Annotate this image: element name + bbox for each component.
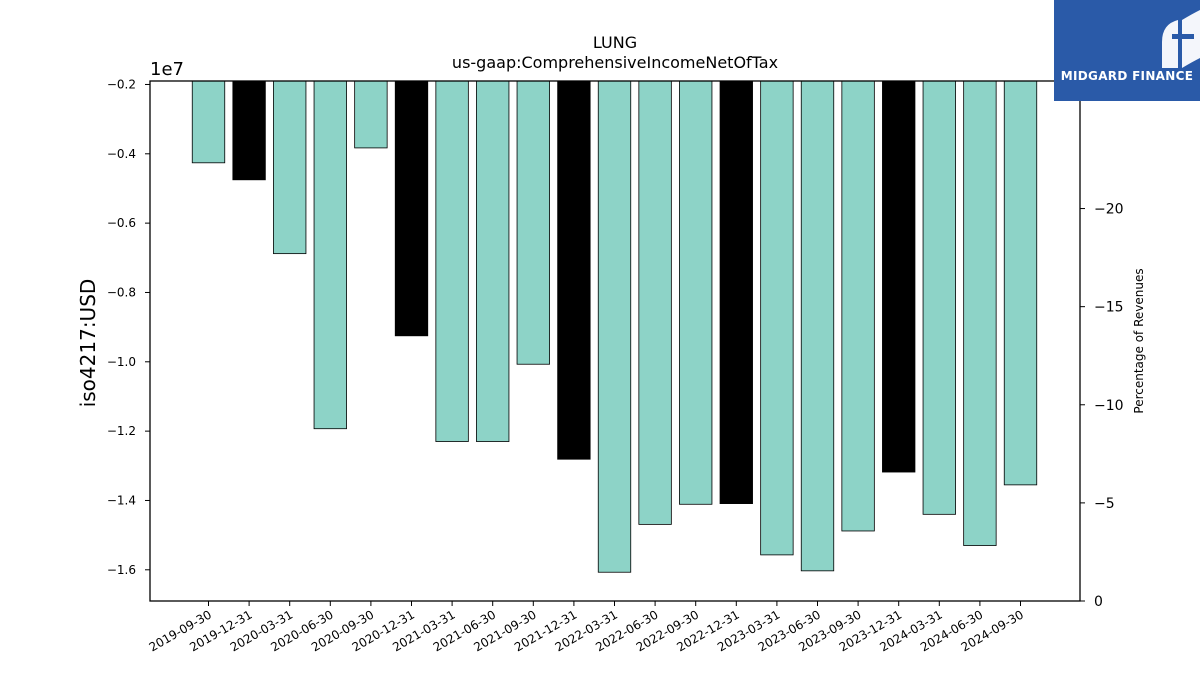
y2-tick-label: −15 [1094,300,1124,316]
y-axis-label: iso4217:USD [76,279,100,408]
bar-2024-03-31 [922,80,956,515]
plot-frame [149,80,1081,602]
bar-2022-12-31 [719,80,753,504]
bar-2023-06-30 [800,80,835,572]
y2-axis: −20 −15 −10 −5 0 [1080,202,1124,610]
chart-title: LUNG [593,33,637,52]
y2-tick-label: −10 [1094,398,1124,414]
y-axis: −0.2 −0.4 −0.6 −0.8 −1.0 −1.2 −1.4 −1.6 [107,77,150,577]
bars [191,80,1038,573]
y-offset-label: 1e7 [150,59,184,80]
bar-2023-03-31 [760,80,794,556]
bar-2019-12-31 [232,80,266,181]
bar-2021-09-30 [516,80,550,365]
bar-2021-12-31 [557,80,591,460]
y-tick-label: −1.0 [107,355,136,369]
y2-tick-label: −20 [1094,202,1124,218]
y2-axis-label: Percentage of Revenues [1132,268,1146,413]
bar-2022-06-30 [638,80,672,525]
bar-2020-03-31 [273,80,307,255]
y-tick-label: −0.2 [107,77,136,91]
bar-2020-12-31 [394,80,429,337]
bar-2022-09-30 [679,80,713,505]
y2-tick-label: 0 [1094,594,1103,610]
logo-text: MIDGARD FINANCE [1060,69,1194,83]
bar-2024-09-30 [1003,80,1038,486]
y-tick-label: −0.8 [107,285,136,299]
chart-subtitle: us-gaap:ComprehensiveIncomeNetOfTax [452,53,778,72]
y-tick-label: −1.2 [107,424,136,438]
bar-2021-03-31 [435,80,469,442]
logo-mark-icon [1162,10,1200,68]
bar-2024-06-30 [963,80,997,546]
bar-2022-03-31 [597,80,632,573]
y-tick-label: −0.4 [107,147,136,161]
y-tick-label: −1.4 [107,493,136,507]
bar-2019-09-30 [191,80,226,164]
bar-2021-06-30 [476,80,510,442]
y2-tick-label: −5 [1094,496,1115,512]
bar-2020-09-30 [354,80,388,149]
brand-logo: MIDGARD FINANCE [1054,0,1200,101]
x-axis: 2019-09-302019-12-312020-03-312020-06-30… [147,601,1026,654]
bar-2023-09-30 [841,80,875,532]
bar-2023-12-31 [882,80,916,473]
bar-2020-06-30 [313,80,347,430]
y-tick-label: −0.6 [107,216,136,230]
y-tick-label: −1.6 [107,563,136,577]
